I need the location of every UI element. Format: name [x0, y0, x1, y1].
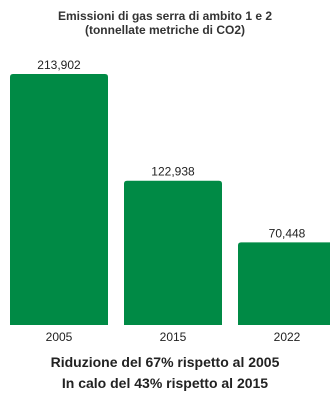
footer-line-reduction-2005: Riduzione del 67% rispetto al 2005	[50, 354, 280, 370]
x-tick-label-2015: 2015	[160, 330, 187, 344]
data-label-2005: 213,902	[37, 58, 81, 72]
x-tick-label-2005: 2005	[46, 330, 73, 344]
chart-footer: Riduzione del 67% rispetto al 2005 In ca…	[0, 352, 330, 394]
x-tick-label-2022: 2022	[274, 330, 301, 344]
data-label-2022: 70,448	[269, 226, 306, 240]
footer-line-reduction-2015: In calo del 43% rispetto al 2015	[61, 375, 269, 391]
chart-subtitle: (tonnellate metriche di CO2)	[84, 23, 246, 37]
bar-2005	[10, 74, 108, 325]
bar-2022	[238, 242, 330, 325]
bar-2015	[124, 180, 222, 325]
chart-title: Emissioni di gas serra di ambito 1 e 2	[57, 9, 273, 23]
data-label-2015: 122,938	[151, 165, 195, 179]
chart-title-block: Emissioni di gas serra di ambito 1 e 2 (…	[0, 9, 330, 37]
